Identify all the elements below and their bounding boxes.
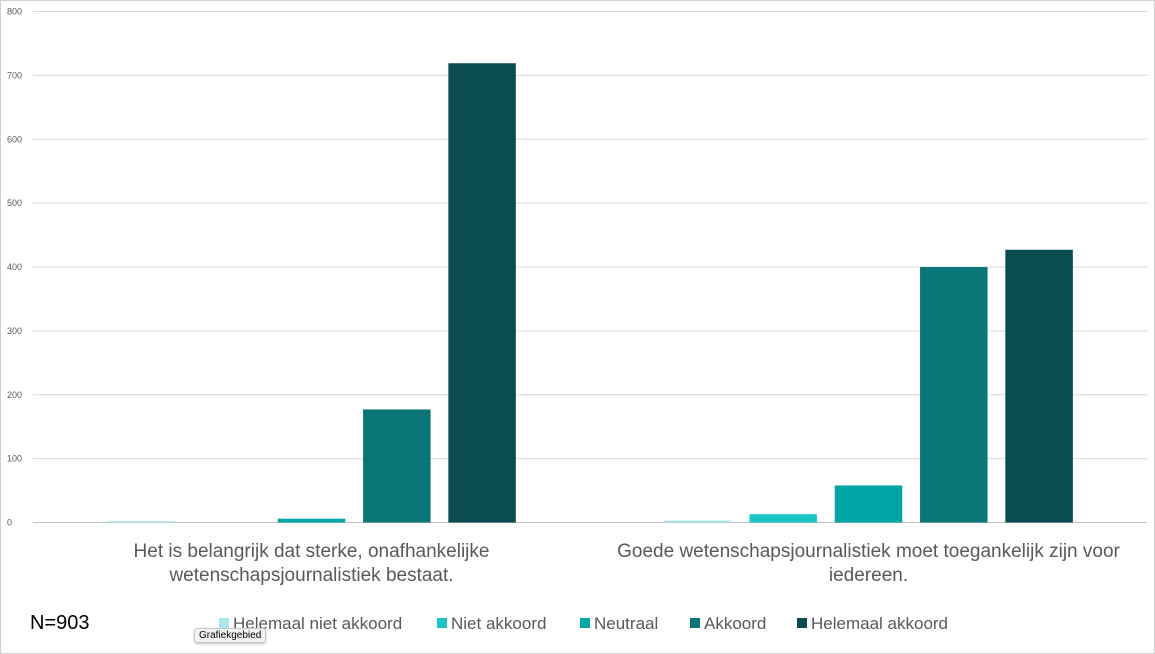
category-label: Het is belangrijk dat sterke, onafhankel…	[134, 541, 490, 586]
category-label: Goede wetenschapsjournalistiek moet toeg…	[617, 541, 1120, 586]
bar[interactable]	[363, 409, 431, 523]
bar[interactable]	[448, 63, 516, 523]
bar[interactable]	[107, 521, 175, 523]
chart-area-tooltip: Grafiekgebied	[194, 628, 267, 643]
y-tick-label: 500	[7, 198, 22, 208]
legend-entry[interactable]: Akkoord	[704, 614, 766, 633]
sample-size-note: N=903	[30, 612, 90, 634]
y-tick-label: 300	[7, 326, 22, 336]
bar[interactable]	[920, 267, 988, 523]
bar[interactable]	[277, 518, 346, 523]
legend-swatch	[437, 618, 447, 628]
legend-entry[interactable]: Helemaal akkoord	[811, 614, 948, 633]
bars	[107, 63, 1073, 523]
y-tick-label: 800	[7, 7, 22, 17]
legend-swatch	[797, 618, 807, 628]
y-tick-label: 400	[7, 262, 22, 272]
category-labels: Het is belangrijk dat sterke, onafhankel…	[134, 541, 1121, 586]
y-tick-label: 600	[7, 134, 22, 144]
y-tick-label: 700	[7, 70, 22, 80]
legend-entry[interactable]: Niet akkoord	[451, 614, 546, 633]
bar[interactable]	[664, 520, 732, 523]
y-tick-label: 0	[7, 518, 12, 528]
legend-entry[interactable]: Helemaal niet akkoord	[233, 614, 402, 633]
y-tick-label: 100	[7, 454, 22, 464]
y-axis-tick-labels: 0 100 200 300 400 500 600 700 800	[7, 7, 22, 528]
legend-swatch	[690, 618, 700, 628]
legend-entry[interactable]: Neutraal	[594, 614, 658, 633]
y-tick-label: 200	[7, 390, 22, 400]
legend: Helemaal niet akkoord Niet akkoord Neutraa…	[219, 614, 948, 633]
legend-swatch	[219, 618, 229, 628]
bar[interactable]	[1005, 249, 1073, 523]
bar[interactable]	[749, 514, 817, 523]
legend-swatch	[580, 618, 590, 628]
bar[interactable]	[834, 485, 903, 523]
